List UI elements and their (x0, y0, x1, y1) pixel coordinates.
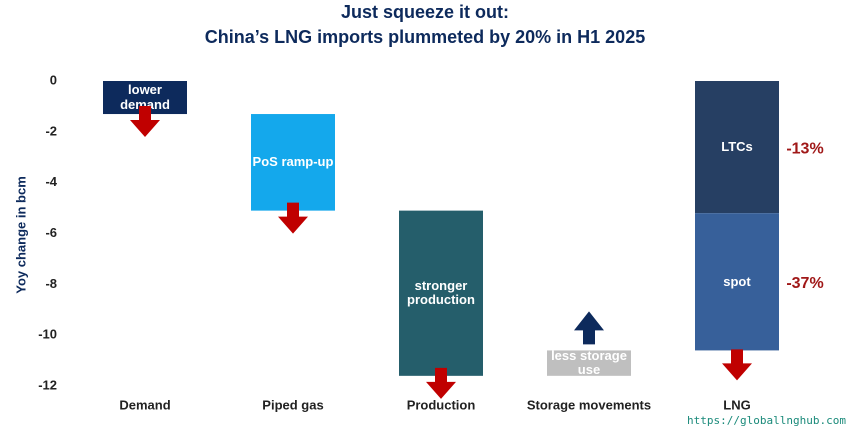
bar-label-box: lower demand (120, 82, 170, 112)
bar-label-box: PoS ramp-up (252, 154, 334, 170)
bar-label-box: less storage use (551, 350, 627, 376)
bar (251, 114, 335, 211)
annotation: -13% (786, 140, 823, 157)
bar (547, 350, 631, 376)
y-tick-label: -10 (38, 327, 57, 342)
chart-title: Just squeeze it out: (341, 2, 509, 22)
arrow-down (278, 202, 308, 234)
bar-label-box: LTCs (721, 138, 753, 154)
bar-label-box: stronger production (407, 277, 475, 308)
bar-label: LTCs (721, 138, 753, 154)
arrow-down (426, 367, 456, 399)
y-tick-label: -4 (45, 174, 57, 189)
bar-label: stronger production (407, 277, 475, 308)
bar-label: less storage use (551, 350, 627, 376)
x-tick-label: Piped gas (262, 397, 323, 412)
y-tick-label: -8 (45, 276, 57, 291)
chart-subtitle: China’s LNG imports plummeted by 20% in … (205, 27, 645, 47)
y-axis-label: Yoy change in bcm (13, 176, 28, 294)
bar-segment (695, 213, 779, 351)
source: https://globallnghub.com (687, 414, 846, 427)
bar-label: PoS ramp-up (252, 154, 334, 170)
bar (399, 210, 483, 376)
arrow-down (130, 106, 160, 138)
arrow-up (574, 311, 604, 345)
y-tick-label: -12 (38, 377, 57, 392)
y-tick-label: -2 (45, 123, 57, 138)
bar-label-box: spot (723, 273, 751, 289)
bar-label: lower demand (120, 82, 170, 112)
x-tick-label: LNG (723, 397, 750, 412)
y-tick-label: 0 (50, 72, 57, 87)
annotation: -37% (786, 275, 823, 292)
bar-segment (695, 81, 779, 214)
x-tick-label: Demand (119, 397, 170, 412)
bar-label: spot (723, 273, 751, 289)
x-tick-label: Storage movements (527, 397, 651, 412)
y-tick-label: -6 (45, 225, 57, 240)
arrow-down (722, 349, 752, 381)
x-tick-label: Production (407, 397, 476, 412)
